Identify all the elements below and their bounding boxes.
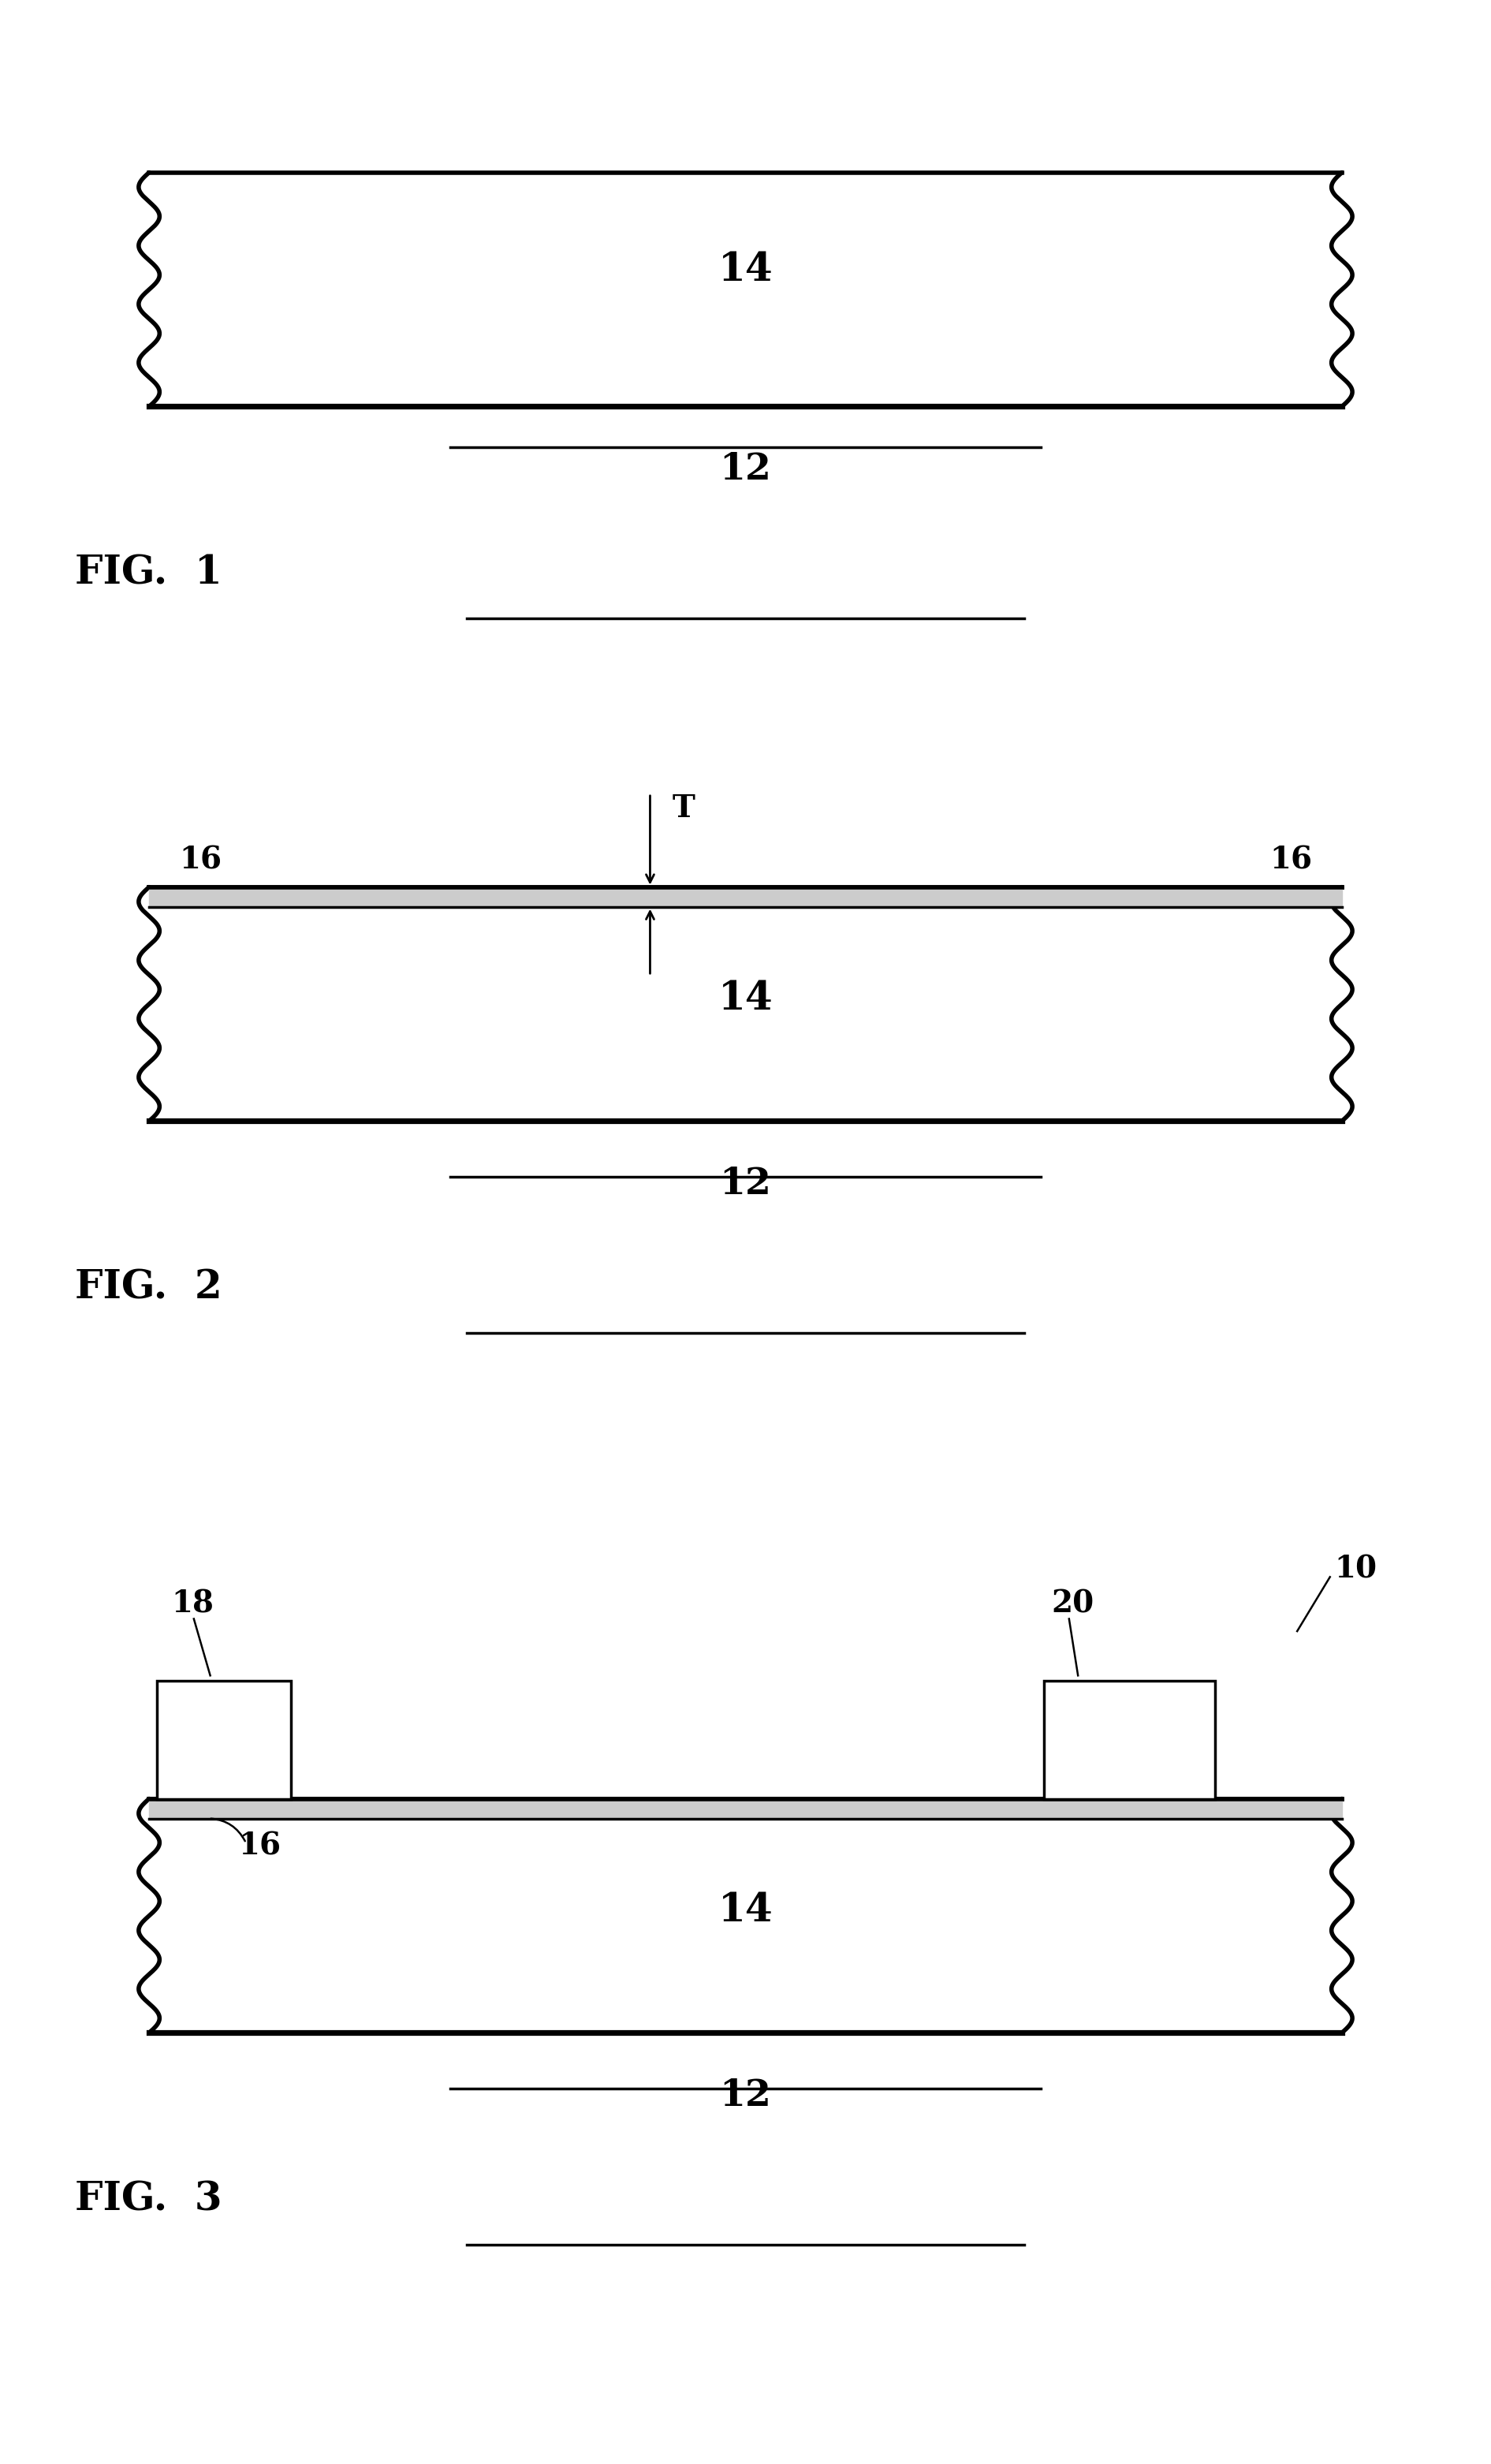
Text: 16: 16 — [179, 845, 222, 875]
Text: 14: 14 — [719, 251, 772, 288]
Text: FIG.  3: FIG. 3 — [75, 2181, 222, 2220]
Text: FIG.  2: FIG. 2 — [75, 1269, 222, 1308]
Text: 12: 12 — [720, 1165, 771, 1202]
Text: 20: 20 — [1051, 1589, 1094, 1619]
Text: 14: 14 — [719, 1892, 772, 1929]
Text: FIG.  1: FIG. 1 — [75, 554, 222, 594]
Text: 12: 12 — [720, 2077, 771, 2114]
Polygon shape — [149, 172, 1342, 407]
Text: 18: 18 — [171, 1589, 215, 1619]
Bar — [1044, 1680, 1215, 1799]
Text: T: T — [672, 793, 695, 823]
Bar — [157, 1680, 291, 1799]
Text: 16: 16 — [239, 1831, 282, 1860]
Text: 10: 10 — [1334, 1555, 1378, 1584]
Polygon shape — [149, 1799, 1342, 2033]
Polygon shape — [149, 887, 1342, 1121]
Text: 12: 12 — [720, 451, 771, 488]
Text: 14: 14 — [719, 981, 772, 1018]
Text: 16: 16 — [1269, 845, 1312, 875]
